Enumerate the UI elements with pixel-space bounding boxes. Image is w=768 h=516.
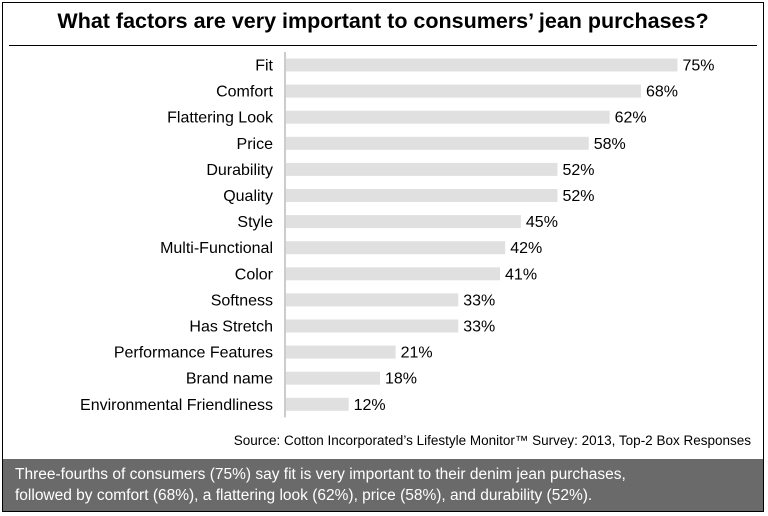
value-label: 58% bbox=[594, 136, 626, 153]
value-label: 18% bbox=[385, 371, 417, 388]
value-label: 12% bbox=[354, 397, 386, 414]
bar bbox=[286, 189, 558, 202]
chart-source: Source: Cotton Incorporated’s Lifestyle … bbox=[233, 433, 751, 448]
bar bbox=[286, 110, 610, 124]
category-label: Performance Features bbox=[114, 345, 273, 362]
bar bbox=[286, 215, 521, 229]
value-label: 21% bbox=[401, 345, 433, 362]
value-label: 68% bbox=[646, 84, 678, 101]
bar bbox=[286, 84, 641, 98]
category-label: Multi-Functional bbox=[160, 240, 273, 257]
bar bbox=[286, 58, 678, 72]
bar bbox=[286, 241, 506, 255]
category-label: Brand name bbox=[186, 371, 273, 388]
category-label: Environmental Friendliness bbox=[80, 397, 273, 414]
category-label: Fit bbox=[255, 58, 273, 75]
value-label: 52% bbox=[562, 162, 594, 179]
category-label: Style bbox=[237, 214, 273, 231]
category-label: Quality bbox=[223, 188, 273, 205]
value-label: 33% bbox=[463, 292, 495, 309]
bar bbox=[286, 136, 589, 150]
bar bbox=[286, 371, 380, 385]
bar-chart: Fit 75% Comfort 68% Flattering Look 62% Price 5… bbox=[80, 51, 715, 418]
category-label: Has Stretch bbox=[189, 319, 273, 336]
category-label: Softness bbox=[211, 292, 273, 309]
bar bbox=[286, 162, 558, 176]
category-label: Price bbox=[237, 136, 274, 153]
chart-title: What factors are very important to consu… bbox=[57, 9, 709, 33]
value-label: 33% bbox=[463, 319, 495, 336]
value-label: 75% bbox=[683, 58, 715, 75]
value-label: 45% bbox=[526, 214, 558, 231]
bar bbox=[286, 345, 396, 359]
summary-caption: Three-fourths of consumers (75%) say fit… bbox=[3, 459, 763, 511]
bar bbox=[286, 319, 459, 333]
value-label: 52% bbox=[562, 188, 594, 205]
category-label: Flattering Look bbox=[167, 110, 274, 127]
caption-line-1: Three-fourths of consumers (75%) say fit… bbox=[15, 466, 626, 483]
bar bbox=[286, 293, 459, 307]
category-label: Comfort bbox=[216, 84, 273, 101]
category-label: Durability bbox=[206, 162, 273, 179]
value-label: 41% bbox=[505, 266, 537, 283]
category-label: Color bbox=[235, 266, 274, 283]
caption-line-2: followed by comfort (68%), a flattering … bbox=[15, 487, 593, 504]
value-label: 62% bbox=[615, 110, 647, 127]
bar bbox=[286, 267, 501, 281]
bar bbox=[286, 397, 349, 411]
value-label: 42% bbox=[510, 240, 542, 257]
title-divider bbox=[9, 45, 757, 46]
